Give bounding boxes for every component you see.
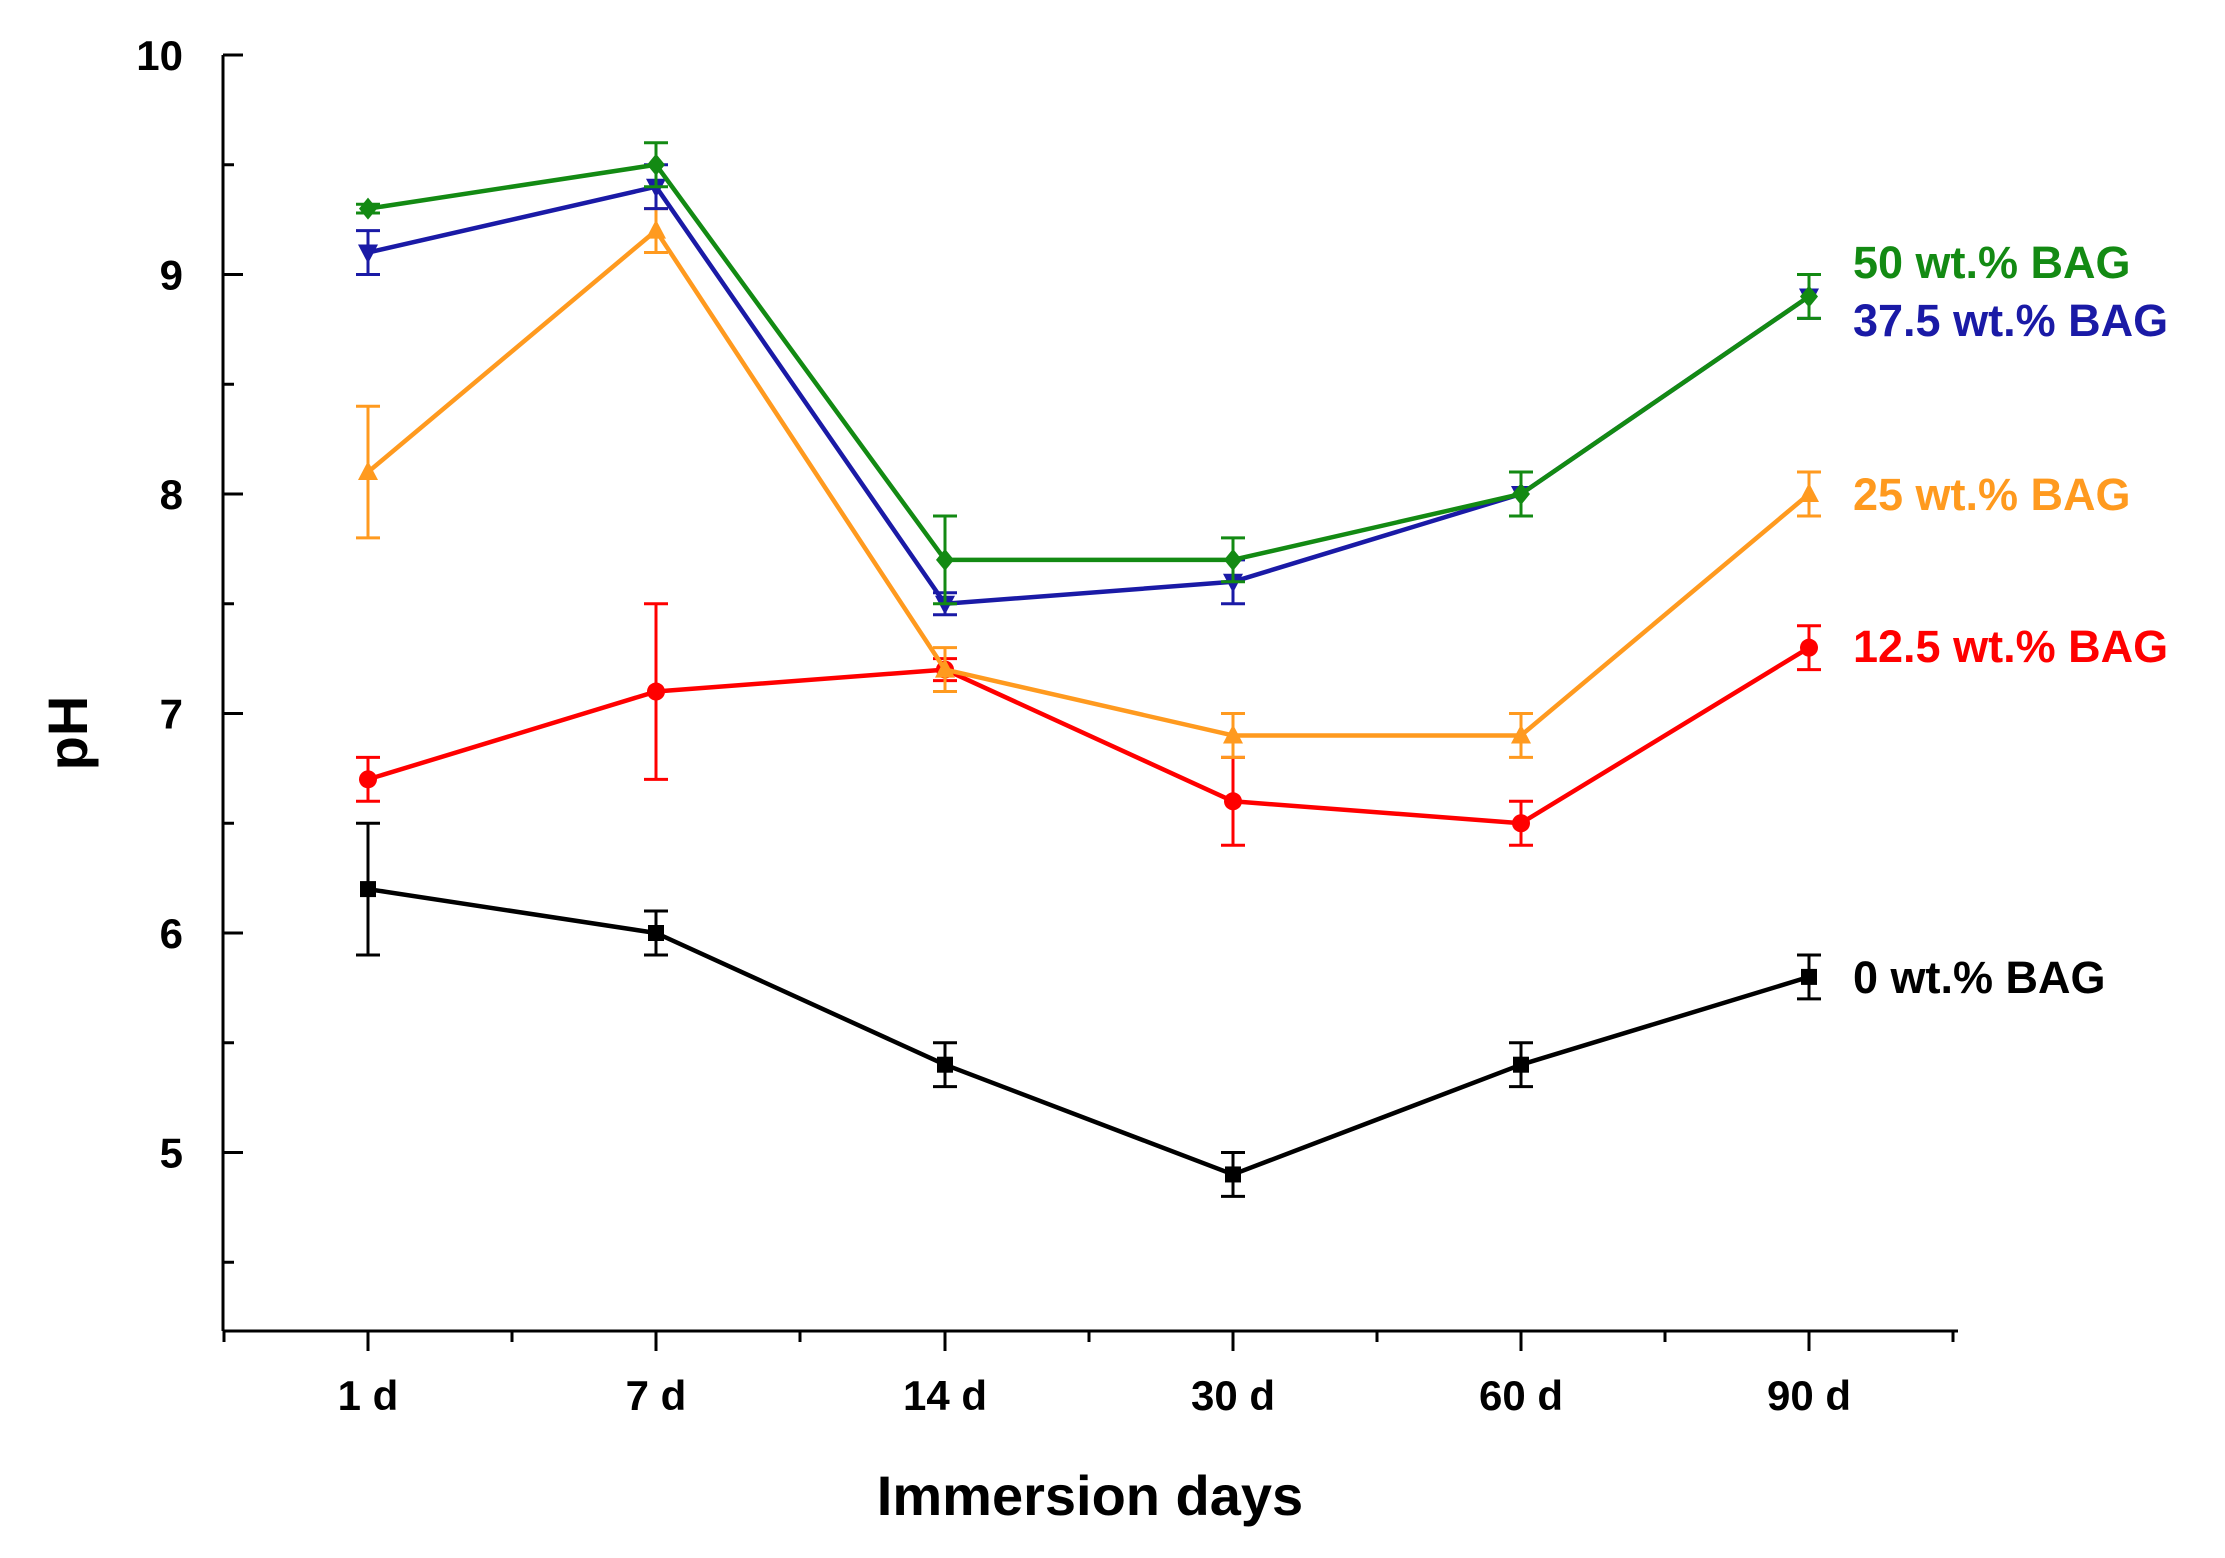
data-point <box>1513 1056 1529 1073</box>
data-point <box>1801 968 1817 985</box>
series-line <box>366 228 1811 738</box>
series-line <box>367 645 1811 826</box>
x-tick-label: 90 d <box>1767 1372 1851 1419</box>
y-tick-label: 10 <box>136 32 183 79</box>
y-tick-label: 6 <box>160 910 183 957</box>
series-label: 25 wt.% BAG <box>1853 469 2131 520</box>
series-line <box>367 184 1811 606</box>
series-label: 0 wt.% BAG <box>1853 952 2106 1003</box>
y-tick-label: 5 <box>160 1130 183 1177</box>
data-point <box>359 770 377 789</box>
x-tick-label: 1 d <box>338 1372 399 1419</box>
series-group <box>356 207 1821 759</box>
data-point <box>937 1056 953 1073</box>
x-tick-label: 60 d <box>1479 1372 1563 1419</box>
data-point <box>1799 483 1819 502</box>
x-axis-title: Immersion days <box>877 1464 1303 1527</box>
data-point <box>1511 724 1531 744</box>
x-tick-label: 30 d <box>1191 1372 1275 1419</box>
data-point <box>1512 483 1530 505</box>
x-tick-label: 7 d <box>626 1372 687 1419</box>
data-point <box>359 197 377 220</box>
x-tick-label: 14 d <box>903 1372 987 1419</box>
data-point <box>646 219 666 239</box>
data-point <box>1223 724 1243 744</box>
series-line <box>367 162 1811 563</box>
y-tick-label: 8 <box>160 471 183 518</box>
data-point <box>358 244 378 264</box>
data-point <box>647 153 665 176</box>
series-label: 50 wt.% BAG <box>1853 237 2131 288</box>
series-group <box>356 163 1821 617</box>
series <box>356 141 1821 1198</box>
series-group <box>356 821 1821 1198</box>
data-point <box>647 682 665 701</box>
data-point <box>1800 285 1818 308</box>
data-point <box>360 881 376 898</box>
series-label: 37.5 wt.% BAG <box>1853 295 2168 346</box>
y-tick-label: 9 <box>160 252 183 299</box>
series-label: 12.5 wt.% BAG <box>1853 621 2168 672</box>
data-point <box>1225 1166 1241 1183</box>
series-group <box>356 141 1821 606</box>
y-tick-label: 7 <box>160 691 183 738</box>
data-point <box>648 925 664 941</box>
data-point <box>1224 792 1242 811</box>
y-axis-title: pH <box>36 696 99 771</box>
data-point <box>1800 638 1818 657</box>
data-point <box>936 548 954 571</box>
data-point <box>358 461 378 481</box>
y-ticks: 5 6 7 8 9 10 <box>136 32 243 1264</box>
data-point <box>1512 814 1530 833</box>
axes <box>221 55 1958 1333</box>
data-point <box>1224 548 1242 571</box>
x-ticks: 1 d 7 d 14 d 30 d 60 d 90 d <box>222 1331 1955 1419</box>
data-point <box>935 658 955 678</box>
series-group <box>356 602 1821 847</box>
series-labels: 0 wt.% BAG 12.5 wt.% BAG 25 wt.% BAG 37.5 w… <box>1853 237 2168 1003</box>
series-line <box>367 886 1810 1177</box>
